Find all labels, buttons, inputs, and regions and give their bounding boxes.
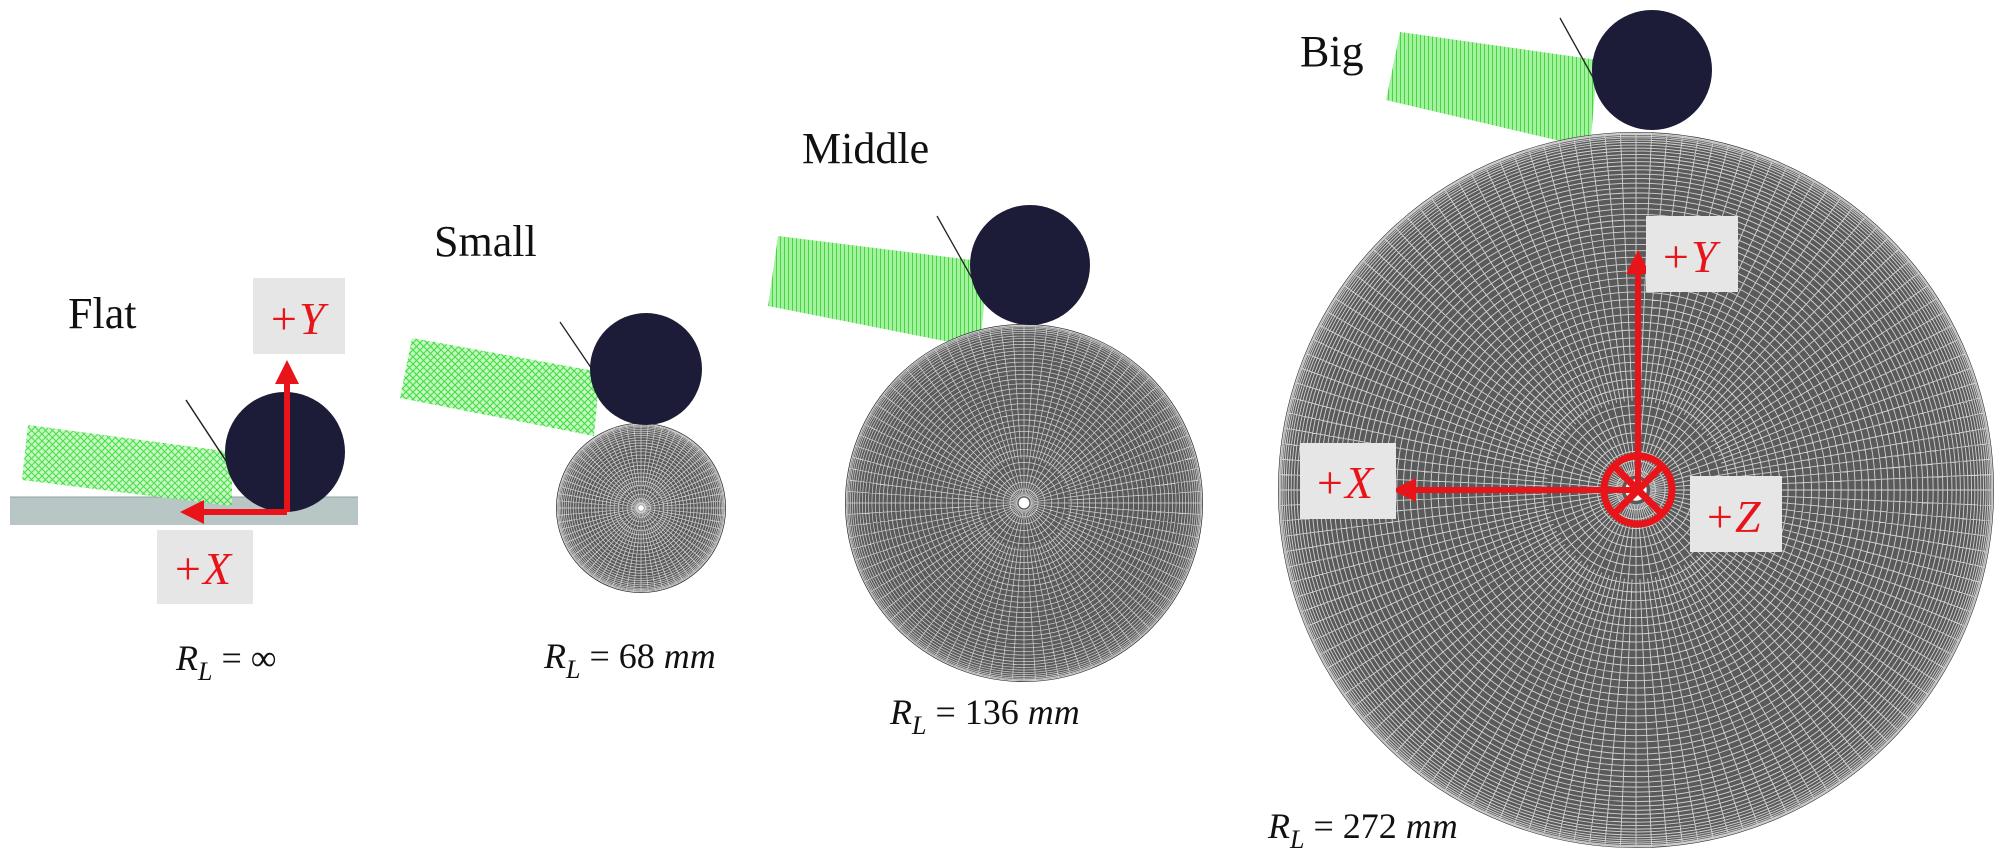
radius-label-small: RL = 68 mm (543, 636, 716, 684)
case-title-small: Small (434, 217, 537, 266)
belt-mesh-flat (22, 425, 232, 506)
case-title-middle: Middle (802, 124, 929, 173)
big-x-label: +X (1314, 457, 1375, 508)
belt-mesh-small (400, 338, 600, 436)
radius-label-big: RL = 272 mm (1267, 806, 1458, 854)
case-title-flat: Flat (68, 289, 136, 338)
big-z-axis-symbol (1600, 452, 1676, 528)
case-big: Big +Y +X +Z RL = 272 mm (1267, 10, 1994, 854)
case-flat: Flat +Y +X RL = ∞ (10, 278, 358, 686)
case-small: Small RL = 68 mm (400, 217, 726, 684)
big-y-label: +Y (1660, 231, 1721, 282)
flat-x-label: +X (172, 543, 233, 594)
big-z-label-box (1690, 476, 1782, 552)
radius-label-flat: RL = ∞ (175, 638, 276, 686)
belt-marker-line (185, 399, 233, 471)
big-y-label-box (1646, 216, 1738, 292)
roller-big (1592, 10, 1712, 130)
disk-mesh-small (556, 423, 726, 593)
belt-mesh-middle (768, 236, 988, 348)
big-x-label-box (1300, 443, 1396, 519)
flat-y-label-box (253, 278, 345, 354)
flat-x-label-box (157, 530, 253, 604)
belt-mesh-big (1386, 32, 1598, 148)
disk-mesh-middle (845, 324, 1203, 682)
radius-label-middle: RL = 136 mm (889, 692, 1080, 740)
roller-middle (970, 205, 1090, 325)
case-middle: Middle RL = 136 mm (768, 124, 1203, 740)
big-z-label: +Z (1704, 491, 1761, 542)
roller-small (590, 313, 702, 425)
case-title-big: Big (1300, 27, 1364, 76)
flat-y-label: +Y (268, 293, 329, 344)
